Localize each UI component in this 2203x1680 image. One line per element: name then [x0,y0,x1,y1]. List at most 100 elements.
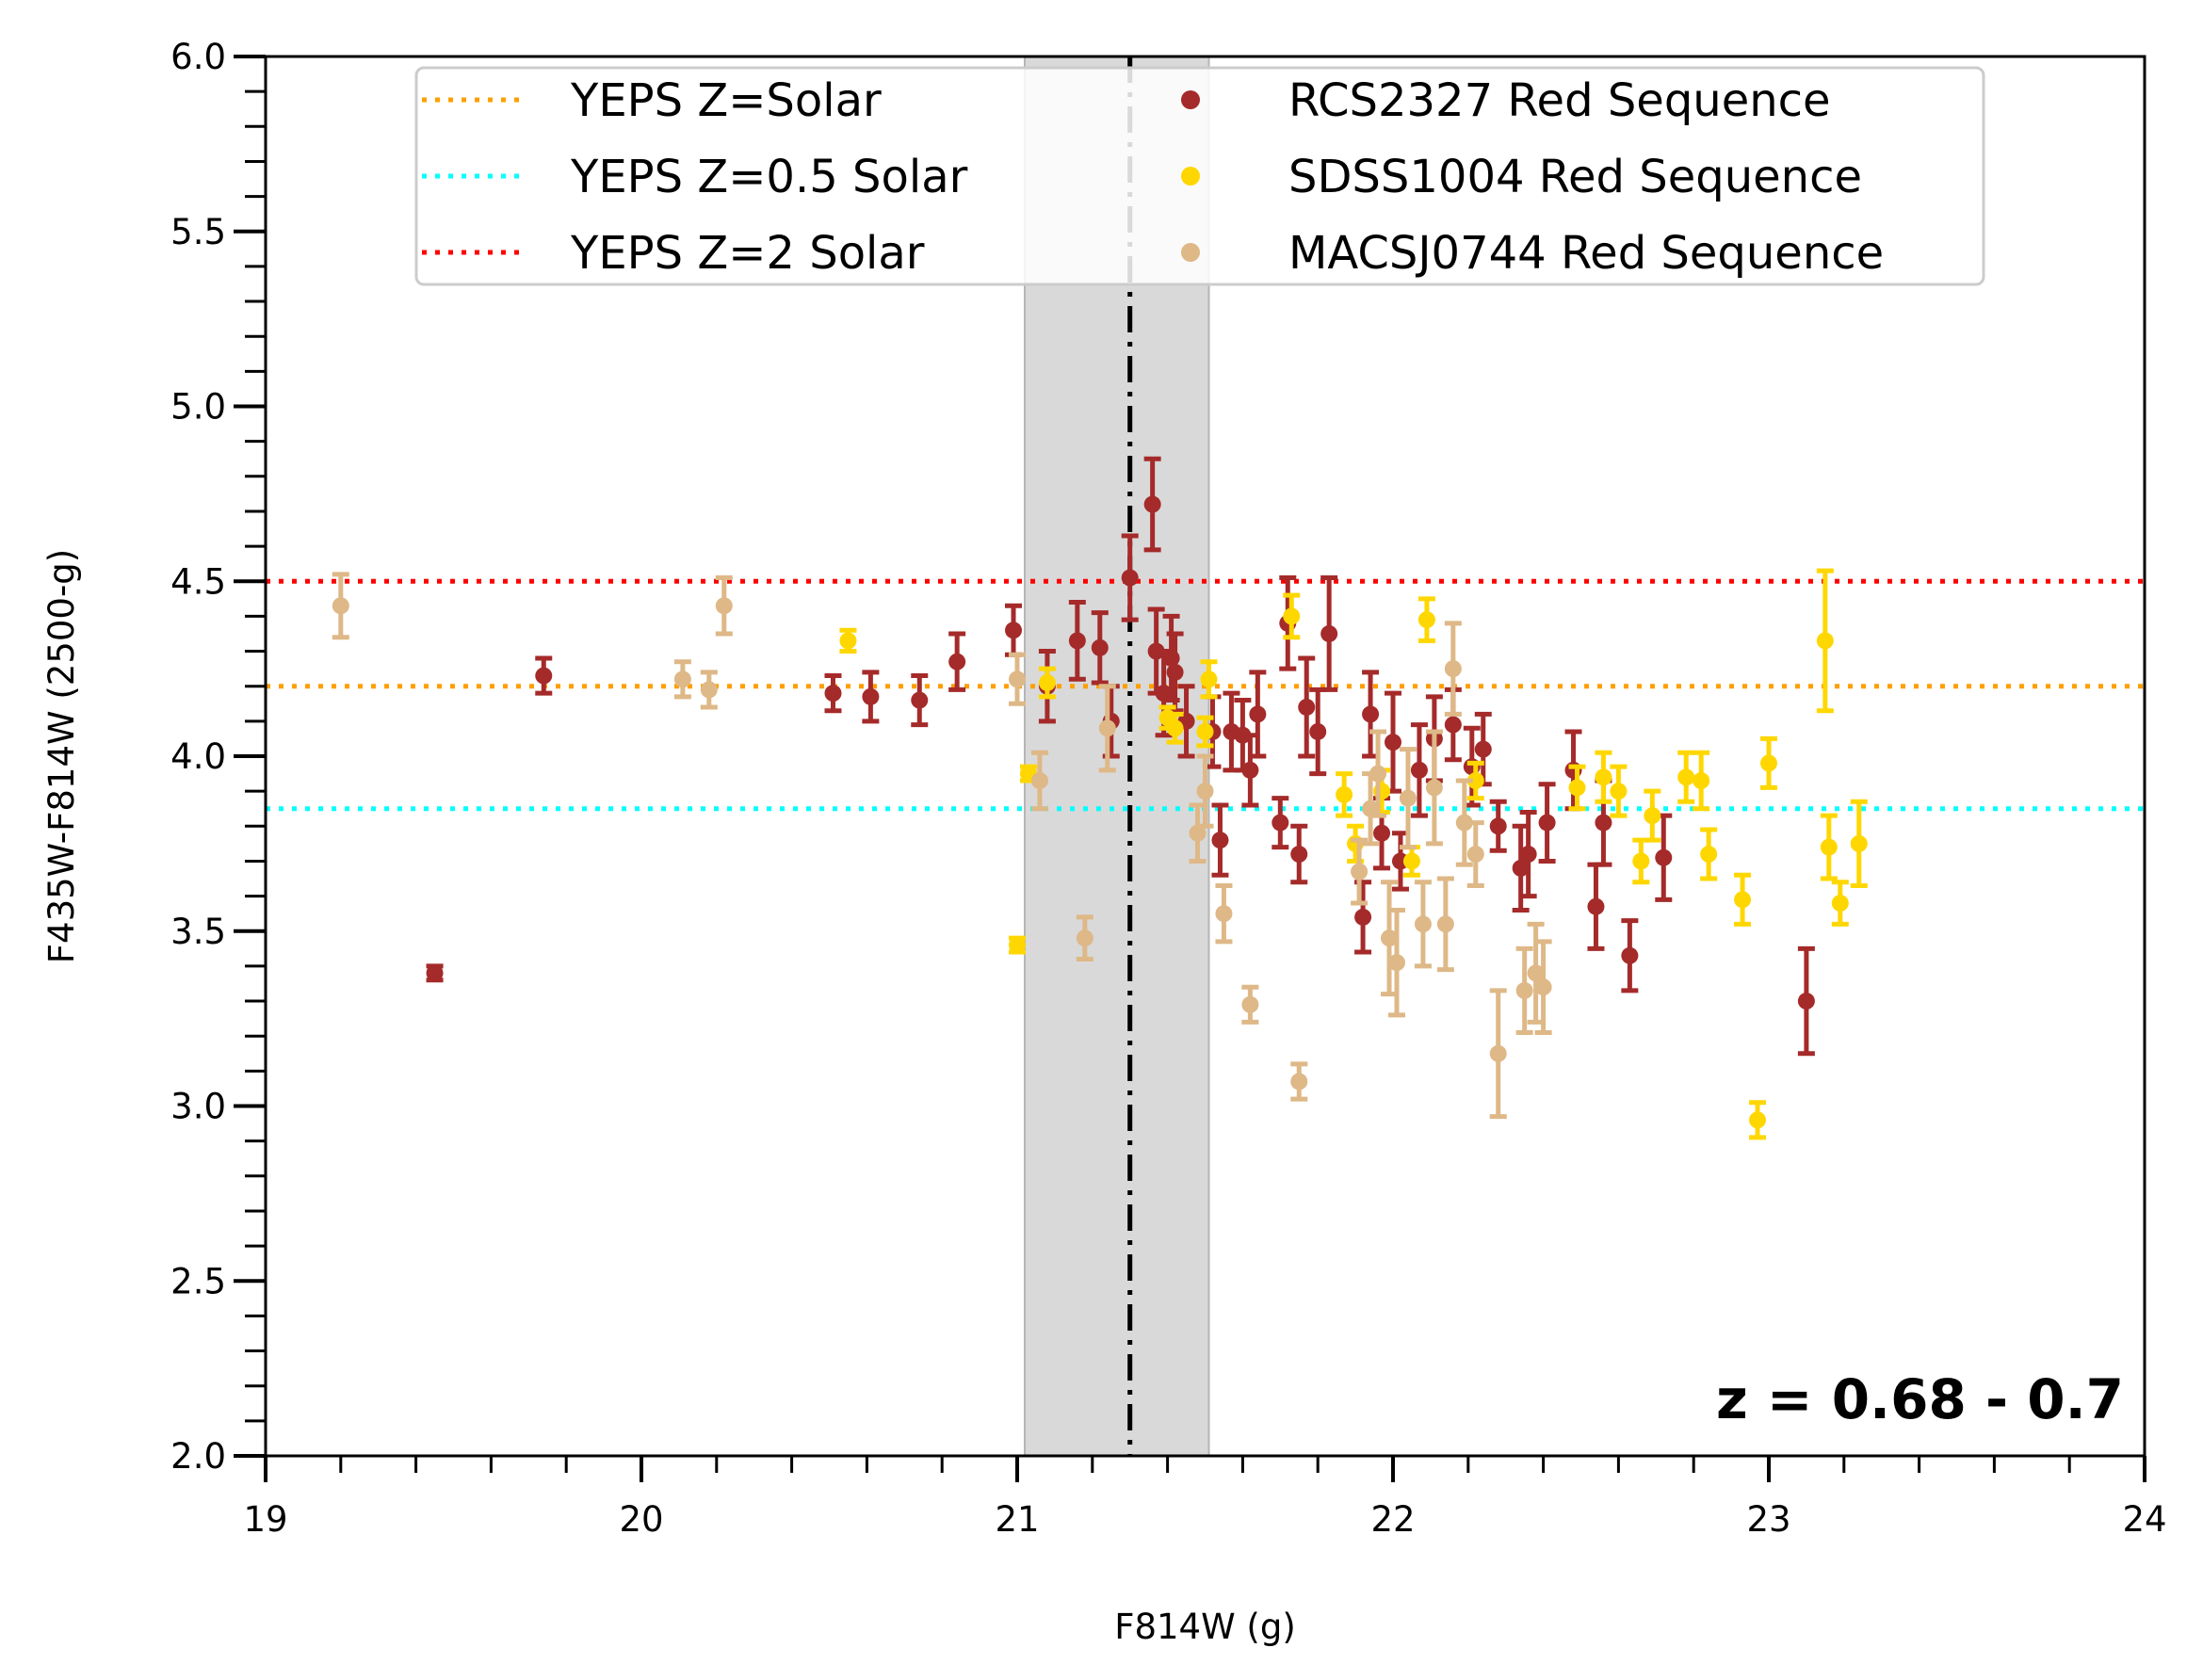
data-point [1466,820,1484,888]
series-1 [839,568,1868,1140]
data-point [1455,778,1473,867]
marker [1655,848,1673,866]
data-point [1760,735,1777,790]
marker [1200,670,1218,688]
marker [1595,768,1612,786]
marker [535,667,553,685]
data-point [1797,945,1815,1057]
marker [1196,722,1214,740]
y-tick-label: 3.0 [170,1087,226,1127]
data-point [1200,659,1218,700]
data-point [1621,918,1639,993]
data-point [1655,813,1673,902]
marker [1381,929,1399,947]
data-point [1587,862,1605,951]
data-point [1700,827,1718,881]
marker [1402,852,1420,870]
marker [1098,719,1116,737]
data-point [1644,788,1661,843]
data-point [1298,655,1316,759]
series-2 [332,572,1552,1120]
marker [1290,1073,1308,1090]
data-point [839,627,857,654]
marker [862,687,880,705]
marker [911,691,929,709]
legend-label: YEPS Z=0.5 Solar [570,151,968,203]
data-point [673,659,691,700]
marker [1320,624,1338,642]
marker [1369,765,1387,783]
marker [1797,993,1815,1010]
legend-label: YEPS Z=Solar [570,74,882,127]
marker [1455,814,1473,832]
marker [1155,685,1173,703]
x-tick-label: 24 [2122,1499,2166,1540]
data-point [1211,802,1229,878]
y-tick-label: 6.0 [170,37,226,77]
marker [824,685,842,703]
marker [1009,936,1026,954]
marker [1410,761,1428,779]
legend: YEPS Z=Solar YEPS Z=0.5 Solar YEPS Z=2 Sol… [414,66,1985,286]
marker [1196,783,1214,800]
marker [1298,698,1316,716]
data-point [1143,456,1161,553]
marker [1399,789,1417,807]
data-point [1414,880,1432,969]
data-point [1820,813,1838,881]
data-point [1399,747,1417,850]
legend-label: YEPS Z=2 Solar [570,227,925,280]
data-point [1387,907,1405,1018]
marker [1466,772,1484,790]
data-point [1272,796,1289,850]
marker [1512,859,1530,877]
data-point [1749,1100,1767,1140]
marker [1351,863,1369,880]
data-point [1538,782,1556,864]
data-point [1534,939,1552,1035]
marker [1385,734,1401,751]
data-point [911,673,929,728]
data-point [1362,670,1380,759]
marker [1241,761,1259,779]
data-point [1351,837,1369,906]
marker [1850,834,1868,852]
data-point [1005,603,1023,657]
y-tick-label: 4.5 [170,561,226,602]
marker [332,597,349,615]
data-point [1425,729,1443,847]
marker [1534,978,1552,996]
data-point [1091,610,1109,686]
y-tick-label: 2.0 [170,1436,226,1477]
marker [948,653,966,670]
marker [1211,832,1229,849]
marker [1076,929,1093,947]
data-point [1283,592,1301,640]
marker [1831,895,1849,913]
x-tick-label: 20 [619,1499,663,1540]
data-point [332,572,349,640]
data-point [1038,666,1056,700]
marker [1425,779,1443,797]
data-point [1402,845,1420,878]
data-point [1489,799,1507,853]
marker [1249,705,1267,723]
marker [1309,722,1327,740]
marker [1030,772,1048,790]
marker [673,670,691,688]
marker [1121,569,1139,587]
marker [715,597,733,615]
data-point [1241,984,1259,1025]
legend-label: RCS2327 Red Sequence [1288,74,1831,127]
data-point [1320,575,1338,692]
data-point [1249,670,1267,759]
x-tick-label: 23 [1746,1499,1790,1540]
data-point [1177,684,1195,759]
data-point [824,673,842,714]
marker [1489,817,1507,835]
marker [1677,768,1695,786]
data-point [1196,715,1214,749]
data-point [700,670,718,710]
legend-label: MACSJ0744 Red Sequence [1288,227,1884,280]
data-point [426,963,444,983]
